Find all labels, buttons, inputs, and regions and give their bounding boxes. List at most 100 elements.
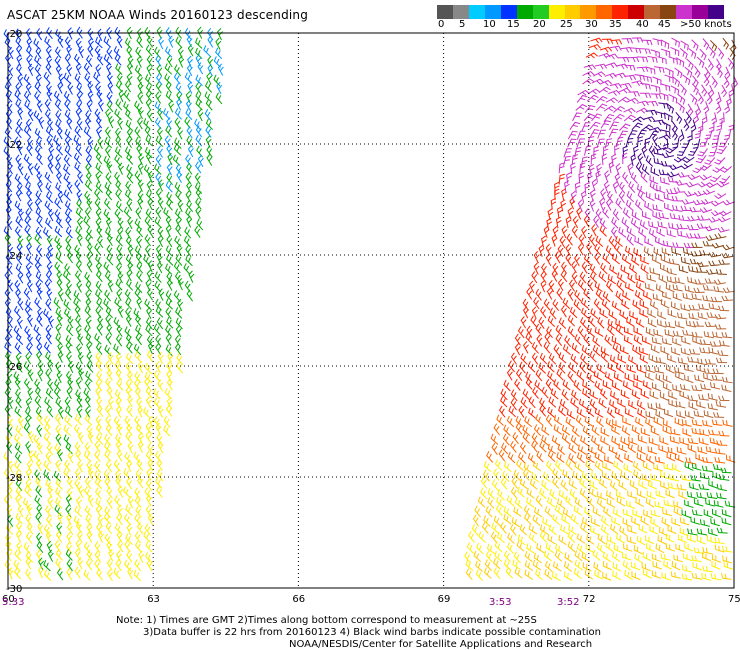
wind-barb <box>134 379 141 391</box>
wind-barb <box>592 549 601 561</box>
wind-barb <box>497 488 505 501</box>
wind-barb <box>486 450 494 463</box>
wind-barb <box>87 90 94 103</box>
wind-barb <box>84 414 93 426</box>
wind-barb <box>622 290 631 301</box>
wind-barb <box>650 84 661 93</box>
wind-barb <box>491 522 500 534</box>
wind-barb <box>195 134 203 147</box>
wind-barb <box>46 27 53 40</box>
wind-barb <box>594 407 604 418</box>
wind-barb <box>115 189 122 202</box>
wind-barb <box>572 470 581 482</box>
wind-barb <box>686 58 694 70</box>
wind-barb <box>17 163 24 176</box>
wind-barb <box>105 188 113 201</box>
wind-barb <box>709 341 722 347</box>
wind-barb <box>506 495 515 507</box>
wind-barb <box>678 490 688 500</box>
wind-barb <box>25 182 33 194</box>
wind-barb <box>197 62 204 75</box>
wind-barb <box>590 471 600 482</box>
wind-barb <box>17 504 24 518</box>
wind-barb <box>117 226 124 240</box>
wind-barb <box>577 199 584 212</box>
wind-barb <box>163 425 171 437</box>
wind-barb <box>25 568 32 581</box>
wind-barb <box>714 544 725 553</box>
wind-barb <box>702 552 712 562</box>
wind-barb <box>687 356 699 363</box>
wind-barb <box>491 442 498 456</box>
wind-barb <box>696 223 709 229</box>
wind-barb <box>155 342 162 356</box>
wind-barb <box>174 335 181 348</box>
colorbar-swatch <box>468 5 485 19</box>
wind-barb <box>655 373 665 383</box>
wind-barb <box>687 276 698 285</box>
wind-barb <box>631 424 641 435</box>
wind-barb <box>495 504 503 517</box>
wind-barb <box>15 486 23 499</box>
wind-barb <box>721 84 728 98</box>
wind-barb <box>584 104 596 114</box>
wind-barb <box>598 86 611 94</box>
wind-barb <box>96 568 104 581</box>
wind-barb <box>721 295 733 302</box>
wind-barb <box>105 460 112 473</box>
wind-barb <box>187 144 194 158</box>
wind-barb <box>157 145 163 158</box>
wind-barb <box>665 533 675 543</box>
wind-barb <box>602 561 612 571</box>
wind-barb <box>589 271 598 284</box>
wind-barb <box>175 36 183 49</box>
wind-barb <box>604 455 614 465</box>
wind-barb <box>612 208 620 221</box>
wind-barb <box>578 234 585 247</box>
wind-barb <box>143 254 151 267</box>
wind-barb <box>115 405 122 419</box>
wind-barb <box>708 216 721 223</box>
wind-barb <box>589 263 597 276</box>
wind-barb <box>78 368 85 381</box>
wind-barb <box>677 93 686 105</box>
wind-barb <box>547 406 555 418</box>
wind-barb <box>174 343 182 356</box>
wind-barb <box>125 254 134 266</box>
wind-barb <box>559 235 566 249</box>
wind-barb <box>618 480 627 491</box>
wind-barb <box>600 524 610 536</box>
wind-barb <box>16 54 23 67</box>
wind-barb <box>667 482 678 490</box>
wind-barb <box>186 181 193 194</box>
wind-barb <box>711 137 719 148</box>
wind-barb <box>114 154 122 167</box>
wind-barb <box>553 344 561 357</box>
wind-barb <box>108 549 115 562</box>
wind-barb <box>552 571 561 582</box>
wind-barb <box>564 335 572 348</box>
wind-barb <box>653 416 663 427</box>
wind-barb <box>583 215 590 228</box>
wind-barb <box>125 352 134 365</box>
wind-barb <box>721 384 732 392</box>
wind-barb <box>596 498 605 509</box>
wind-barb <box>126 523 133 536</box>
wind-barb <box>106 47 113 60</box>
wind-barb <box>115 352 122 365</box>
wind-barb <box>668 399 678 408</box>
wind-barb <box>113 343 121 355</box>
wind-barb <box>675 180 688 186</box>
wind-barb <box>539 404 547 417</box>
wind-barb <box>714 313 727 320</box>
wind-barb <box>117 162 124 175</box>
wind-barb <box>34 396 42 408</box>
wind-barb <box>64 99 71 112</box>
wind-barb <box>631 516 640 526</box>
wind-barb <box>166 378 173 391</box>
wind-barb <box>703 372 713 382</box>
wind-barb <box>711 242 724 249</box>
wind-barb <box>615 235 623 247</box>
wind-barb <box>515 422 523 435</box>
wind-barb <box>174 182 182 194</box>
